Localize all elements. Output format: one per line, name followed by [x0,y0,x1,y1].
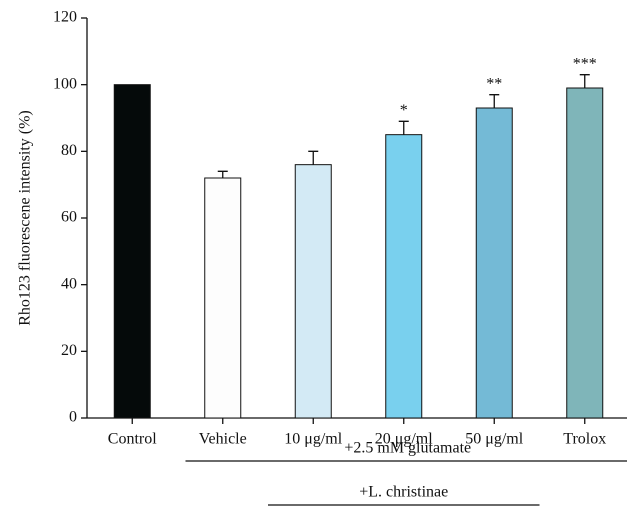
bar [294,164,332,419]
x-tick-label: 50 μg/ml [465,431,523,448]
significance-label: * [400,102,408,119]
error-bar [489,94,500,108]
x-tick-label: 10 μg/ml [284,431,342,448]
error-bar [579,74,590,88]
bar [475,107,513,419]
y-axis-label: Rho123 fluorescene intensity (%) [17,110,34,326]
bar [566,87,604,419]
y-tick-label: 80 [61,142,77,159]
group-label: +2.5 mM glutamate [344,440,471,457]
y-tick-label: 60 [61,209,77,226]
x-tick-label: 20 μg/ml [375,431,433,448]
error-bar [308,150,319,165]
x-tick-label: Control [108,431,157,448]
bar [385,134,423,419]
significance-label: *** [573,55,597,72]
bar [204,177,242,419]
y-tick-label: 20 [61,342,77,359]
y-tick-label: 40 [61,275,77,292]
y-tick-label: 0 [69,409,77,426]
error-bar [217,170,228,178]
x-tick-label: Trolox [563,431,606,448]
error-bar [398,120,409,135]
significance-label: ** [486,75,502,92]
group-label: +L. christinae [359,484,448,501]
y-tick-label: 120 [53,9,77,26]
x-tick-label: Vehicle [199,431,247,448]
y-tick-label: 100 [53,75,77,92]
bar [113,84,151,419]
